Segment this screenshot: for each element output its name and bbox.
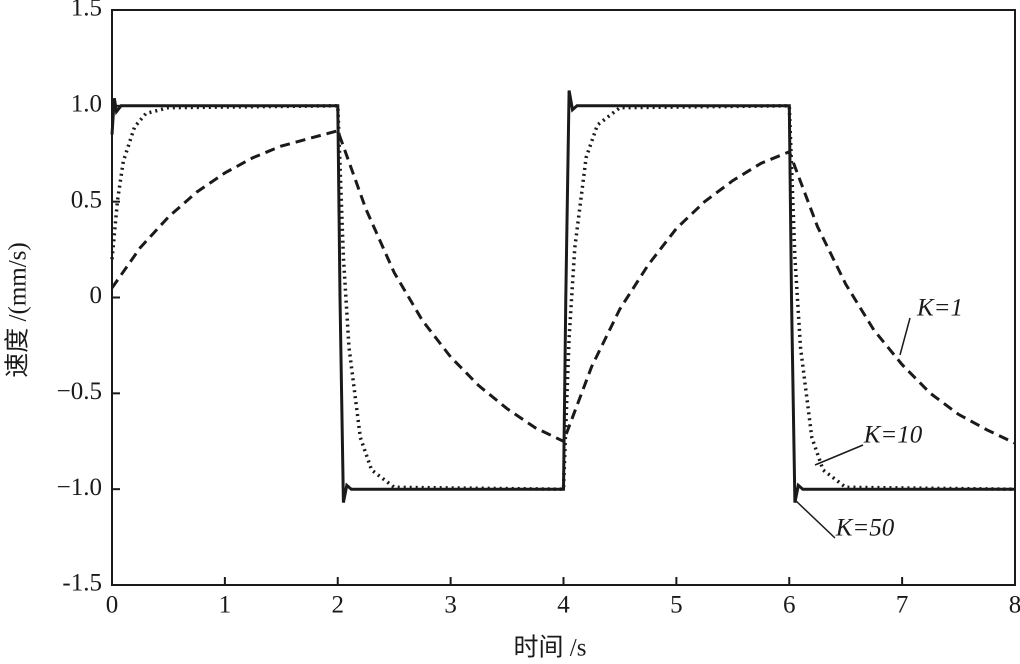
series-line (110, 104, 1016, 491)
series-line (110, 90, 1015, 503)
y-tick-label: 1.5 (71, 0, 102, 22)
plot-frame (111, 9, 1016, 586)
x-tick-label: 1 (219, 592, 232, 619)
x-tick-label: 6 (783, 592, 796, 619)
x-tick-label: 2 (332, 592, 345, 619)
x-tick-label: 0 (106, 592, 119, 619)
y-tick-label: −1.0 (57, 474, 102, 501)
series-label: K=1 (916, 295, 963, 322)
series-label: K=10 (863, 422, 923, 449)
x-axis-label: 时间 /s (514, 634, 587, 662)
x-tick-label: 5 (670, 592, 683, 619)
x-tick-label: 3 (444, 592, 457, 619)
y-tick-label: 0.5 (71, 186, 102, 213)
x-tick-label: 7 (896, 592, 909, 619)
series-label: K=50 (835, 515, 895, 542)
y-axis-label: 速度 /(mm/s) (4, 242, 32, 377)
y-tick-label: 0 (90, 282, 103, 309)
x-tick-label: 4 (557, 592, 570, 619)
y-tick-label: 1.0 (71, 91, 102, 118)
label-leader (899, 317, 911, 356)
label-leader (814, 444, 864, 466)
x-tick-label: 8 (1009, 592, 1020, 619)
y-tick-label: −0.5 (57, 378, 102, 405)
y-tick-label: -1.5 (62, 570, 102, 597)
label-leader (794, 499, 836, 539)
